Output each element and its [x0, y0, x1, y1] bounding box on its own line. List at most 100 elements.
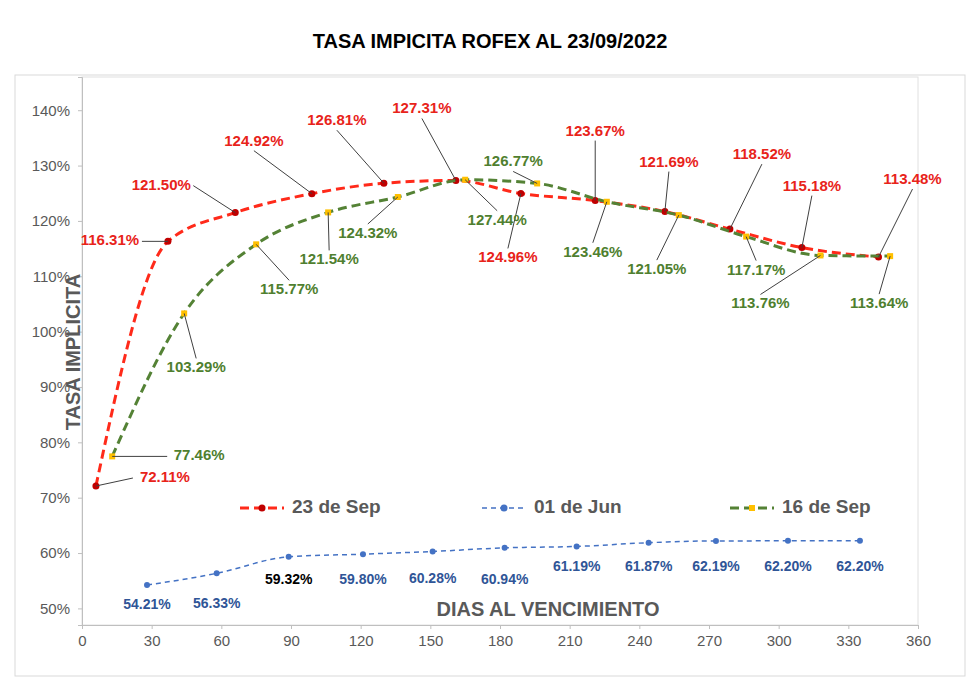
data-label: 56.33% — [193, 595, 241, 611]
x-tick-label: 270 — [697, 632, 722, 649]
leader-line — [368, 197, 398, 224]
plot-area — [92, 177, 893, 588]
leader-line — [657, 215, 679, 260]
data-label: 123.46% — [563, 243, 622, 260]
point-marker — [713, 538, 719, 544]
point-marker — [574, 543, 580, 549]
leader-line — [328, 212, 329, 250]
leader-line — [337, 130, 384, 183]
x-tick-mark — [500, 625, 501, 629]
plot-frame — [82, 77, 918, 625]
leader-line — [513, 171, 537, 183]
legend-marker — [259, 505, 266, 512]
data-label: 61.19% — [553, 558, 601, 574]
leader-line — [142, 241, 168, 242]
data-label: 103.29% — [167, 358, 226, 375]
leader-line — [422, 118, 456, 180]
data-label: 126.81% — [307, 111, 366, 128]
leader-line — [96, 478, 133, 486]
data-label: 126.77% — [484, 152, 543, 169]
data-label: 113.48% — [883, 170, 941, 187]
y-tick: 80% — [40, 434, 82, 451]
data-label: 124.32% — [338, 224, 397, 241]
x-tick-label: 120 — [349, 632, 374, 649]
data-label: 123.67% — [566, 122, 625, 139]
leader-line — [802, 196, 812, 248]
leader-line — [112, 456, 167, 457]
data-labels: 72.11%116.31%121.50%124.92%126.81%127.31… — [81, 99, 942, 611]
y-tick: 140% — [32, 102, 82, 119]
data-label: 124.96% — [478, 248, 537, 265]
point-marker — [817, 252, 823, 258]
x-tick-label: 330 — [836, 632, 861, 649]
x-tick-label: 240 — [627, 632, 652, 649]
x-tick-mark — [221, 625, 222, 629]
x-tick-mark — [709, 625, 710, 629]
y-tick: 50% — [40, 600, 82, 617]
data-label: 113.64% — [850, 294, 908, 311]
data-label: 60.28% — [409, 570, 457, 586]
x-axis-line — [83, 626, 919, 630]
x-tick: 330 — [836, 625, 861, 649]
y-tick-label: 120% — [32, 212, 70, 229]
x-tick-label: 150 — [418, 632, 443, 649]
series-line — [112, 180, 890, 457]
x-tick-mark — [82, 625, 83, 629]
x-tick-mark — [152, 625, 153, 629]
data-label: 115.77% — [260, 280, 318, 297]
series-line — [96, 180, 879, 486]
data-label: 62.20% — [836, 558, 884, 574]
leader-line — [184, 313, 196, 358]
y-tick-label: 70% — [40, 489, 70, 506]
x-tick-label: 360 — [906, 632, 931, 649]
x-tick-mark — [361, 625, 362, 629]
leader-line — [256, 244, 289, 280]
x-tick-label: 180 — [488, 632, 513, 649]
x-tick: 270 — [697, 625, 722, 649]
x-tick-label: 0 — [78, 632, 86, 649]
leader-line — [595, 141, 596, 201]
y-tick-mark — [78, 553, 82, 554]
data-label: 124.92% — [224, 132, 283, 149]
x-tick-label: 210 — [558, 632, 583, 649]
x-tick-mark — [779, 625, 780, 629]
point-marker — [857, 538, 863, 544]
chart-border — [15, 75, 965, 676]
data-label: 59.80% — [339, 571, 387, 587]
y-tick-mark — [78, 221, 82, 222]
point-marker — [360, 551, 366, 557]
x-tick-mark — [570, 625, 571, 629]
legend-item: 01 de Jun — [482, 496, 622, 517]
point-marker — [785, 538, 791, 544]
x-tick: 300 — [767, 625, 792, 649]
x-tick-mark — [291, 625, 292, 629]
data-label: 121.54% — [300, 250, 359, 267]
leader-line — [665, 172, 669, 212]
title: TASA IMPICITA ROFEX AL 23/09/2022 — [313, 30, 668, 52]
data-label: 121.69% — [639, 153, 698, 170]
legend-label: 01 de Jun — [534, 496, 622, 517]
y-tick: 70% — [40, 489, 82, 506]
data-label: 60.94% — [481, 571, 529, 587]
legend-item: 16 de Sep — [730, 496, 871, 517]
point-marker — [430, 548, 436, 554]
x-tick: 120 — [349, 625, 374, 649]
leader-line — [746, 237, 756, 261]
x-tick: 150 — [418, 625, 443, 649]
data-label: 72.11% — [140, 468, 190, 485]
data-label: 54.21% — [123, 596, 171, 612]
y-tick-mark — [78, 442, 82, 443]
leader-line — [193, 186, 235, 213]
leader-line — [760, 255, 820, 294]
legend-label: 23 de Sep — [292, 496, 381, 517]
data-label: 77.46% — [174, 446, 225, 463]
y-tick: 120% — [32, 212, 82, 229]
x-tick-mark — [848, 625, 849, 629]
leader-line — [593, 202, 607, 243]
x-tick: 240 — [627, 625, 652, 649]
data-label: 116.31% — [81, 231, 139, 248]
data-label: 59.32% — [265, 571, 313, 587]
x-axis: 0306090120150180210240270300330360 — [78, 625, 931, 649]
x-tick: 30 — [144, 625, 161, 649]
point-marker — [887, 253, 893, 259]
